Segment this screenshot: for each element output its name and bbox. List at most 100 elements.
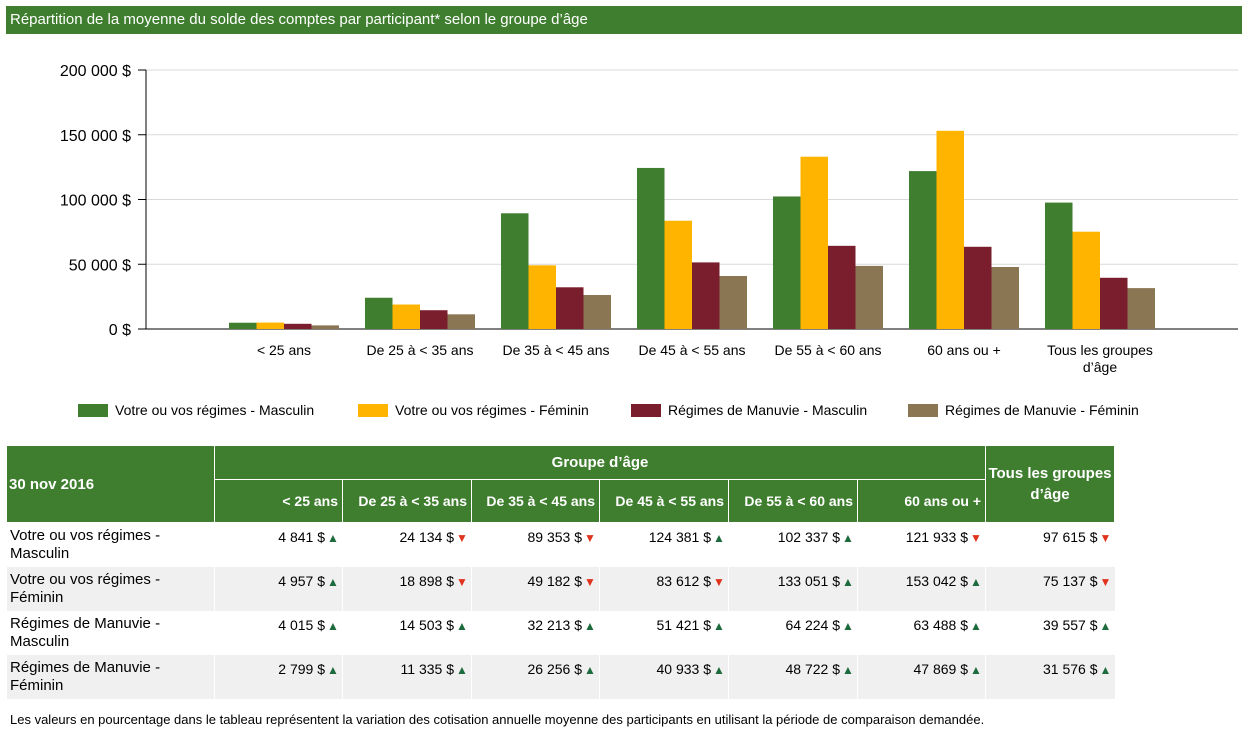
age-group-header: Groupe d’âge <box>214 445 986 480</box>
table-cell: 49 182 $ ▼ <box>471 566 600 611</box>
legend-label: Votre ou vos régimes - Féminin <box>395 402 589 418</box>
x-tick-label: < 25 ans <box>257 342 311 358</box>
legend-swatch <box>908 404 938 417</box>
x-tick-label: De 35 à < 45 ans <box>502 342 609 358</box>
cell-value: 51 421 $ <box>656 616 712 633</box>
bar <box>420 310 448 329</box>
table-cell: 4 015 $ ▲ <box>214 610 343 655</box>
table-cell: 153 042 $ ▲ <box>857 566 986 611</box>
y-tick-label: 50 000 $ <box>69 257 131 274</box>
cell-value: 4 957 $ <box>278 572 325 589</box>
table-cell: 47 869 $ ▲ <box>857 654 986 699</box>
arrow-up-icon: ▲ <box>1099 618 1112 633</box>
bar <box>828 245 856 329</box>
cell-value: 32 213 $ <box>527 616 583 633</box>
cell-value: 89 353 $ <box>527 529 583 545</box>
data-table: 30 nov 2016 Groupe d’âge Tous les groupe… <box>6 445 1115 699</box>
table-cell: 32 213 $ ▲ <box>471 610 600 655</box>
row-label: Votre ou vos régimes - Masculin <box>6 522 215 567</box>
cell-value: 133 051 $ <box>777 572 840 589</box>
bar <box>284 323 312 329</box>
cell-value: 11 335 $ <box>400 660 454 677</box>
table-row: Régimes de Manuvie - Féminin 2 799 $ ▲ 11 3… <box>6 654 1115 699</box>
cell-value: 4 015 $ <box>278 616 325 633</box>
bar <box>311 325 339 329</box>
bar <box>1100 277 1128 329</box>
table-cell: 64 224 $ ▲ <box>728 610 858 655</box>
bar <box>909 171 937 329</box>
arrow-down-icon: ▼ <box>713 574 725 589</box>
legend-label: Régimes de Manuvie - Masculin <box>668 402 868 418</box>
cell-value: 153 042 $ <box>905 572 968 589</box>
bar <box>583 294 611 329</box>
arrow-up-icon: ▲ <box>842 531 854 545</box>
bar <box>800 156 828 329</box>
arrow-up-icon: ▲ <box>327 531 339 545</box>
cell-value: 26 256 $ <box>527 660 583 677</box>
cell-value: 64 224 $ <box>785 616 841 633</box>
x-tick-label: d’âge <box>1083 359 1117 375</box>
y-tick-label: 0 $ <box>109 322 131 339</box>
age-column-header: < 25 ans <box>214 479 343 523</box>
cell-value: 63 488 $ <box>913 616 969 633</box>
table-cell: 39 557 $ ▲ <box>985 610 1115 655</box>
bar <box>229 322 257 329</box>
arrow-down-icon: ▼ <box>456 531 468 545</box>
table-cell: 121 933 $ ▼ <box>857 522 986 567</box>
cell-value: 24 134 $ <box>399 529 455 545</box>
table-row: Votre ou vos régimes - Féminin 4 957 $ ▲ 18… <box>6 566 1115 611</box>
x-tick-label: Tous les groupes <box>1047 342 1153 358</box>
x-tick-label: De 55 à < 60 ans <box>774 342 881 358</box>
row-label: Régimes de Manuvie - Féminin <box>6 654 215 699</box>
table-cell: 63 488 $ ▲ <box>857 610 986 655</box>
x-tick-label: De 25 à < 35 ans <box>366 342 473 358</box>
cell-value: 75 137 $ <box>1043 572 1098 589</box>
chart-legend: Votre ou vos régimes - Masculin Votre ou … <box>0 402 1248 422</box>
cell-value: 124 381 $ <box>648 529 711 545</box>
arrow-down-icon: ▼ <box>1099 574 1112 589</box>
arrow-up-icon: ▲ <box>970 662 982 677</box>
arrow-up-icon: ▲ <box>456 618 468 633</box>
all-groups-header: Tous les groupes d’âge <box>985 445 1115 523</box>
table-cell: 75 137 $ ▼ <box>985 566 1115 611</box>
arrow-up-icon: ▲ <box>842 618 854 633</box>
bar <box>692 262 720 329</box>
y-tick-label: 100 000 $ <box>60 193 131 210</box>
table-cell: 97 615 $ ▼ <box>985 522 1115 567</box>
cell-value: 40 933 $ <box>656 660 712 677</box>
bar <box>392 304 420 329</box>
arrow-up-icon: ▲ <box>327 662 339 677</box>
footnote: Les valeurs en pourcentage dans le table… <box>10 712 985 727</box>
bar <box>664 220 692 329</box>
arrow-down-icon: ▼ <box>1099 531 1112 545</box>
table-cell: 83 612 $ ▼ <box>599 566 729 611</box>
y-tick-label: 200 000 $ <box>60 63 131 80</box>
arrow-up-icon: ▲ <box>970 618 982 633</box>
table-cell: 24 134 $ ▼ <box>342 522 472 567</box>
cell-value: 18 898 $ <box>399 572 455 589</box>
legend-swatch <box>358 404 388 417</box>
table-cell: 26 256 $ ▲ <box>471 654 600 699</box>
chart-title-bar: Répartition de la moyenne du solde des c… <box>6 6 1242 34</box>
cell-value: 47 869 $ <box>913 660 969 677</box>
arrow-up-icon: ▲ <box>327 574 339 589</box>
arrow-up-icon: ▲ <box>713 531 725 545</box>
table-cell: 4 957 $ ▲ <box>214 566 343 611</box>
bar <box>637 167 665 329</box>
cell-value: 121 933 $ <box>905 529 968 545</box>
cell-value: 49 182 $ <box>527 572 583 589</box>
table-cell: 51 421 $ ▲ <box>599 610 729 655</box>
row-label: Votre ou vos régimes - Féminin <box>6 566 215 611</box>
age-column-header: De 55 à < 60 ans <box>728 479 858 523</box>
table-cell: 4 841 $ ▲ <box>214 522 343 567</box>
chart-title: Répartition de la moyenne du solde des c… <box>10 11 588 28</box>
cell-value: 48 722 $ <box>785 660 841 677</box>
bar <box>936 130 964 329</box>
bar <box>991 267 1019 329</box>
cell-value: 14 503 $ <box>399 616 455 633</box>
legend-swatch <box>78 404 108 417</box>
bar <box>528 265 556 329</box>
y-tick-label: 150 000 $ <box>60 128 131 145</box>
bar-chart: 0 $ 50 000 $ 100 000 $ 150 000 $ 200 000 $ < … <box>60 63 1238 375</box>
row-label: Régimes de Manuvie - Masculin <box>6 610 215 655</box>
